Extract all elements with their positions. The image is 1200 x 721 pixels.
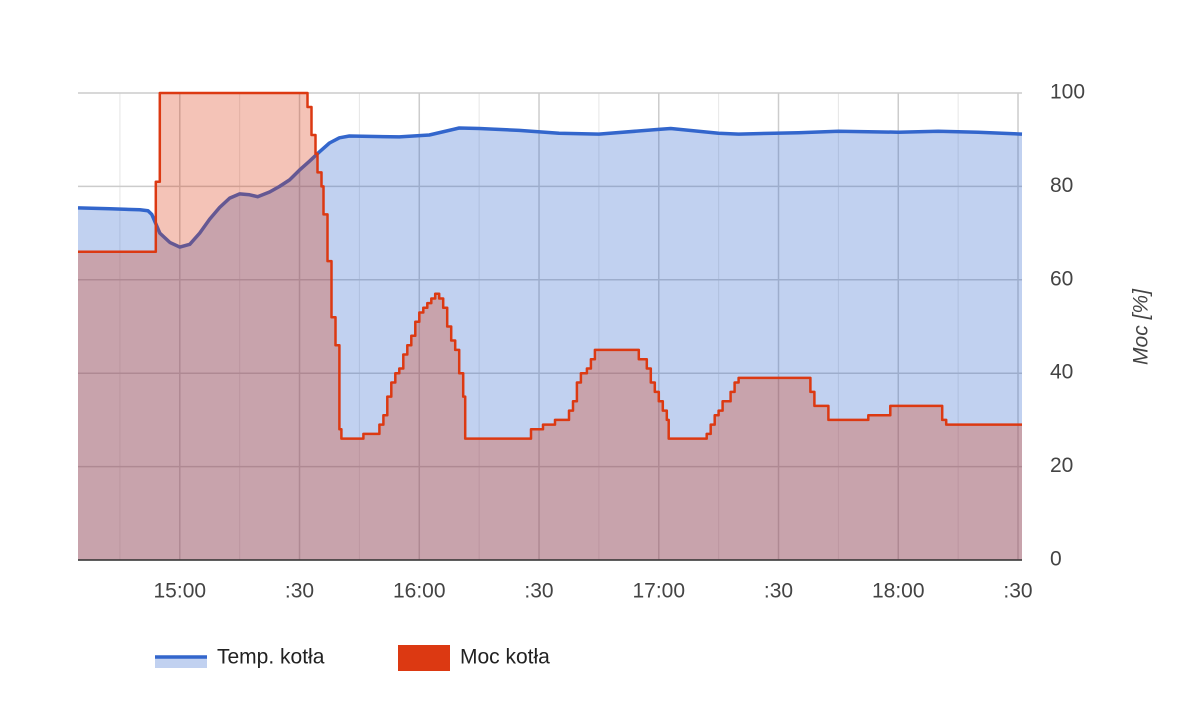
- x-tick-label: 18:00: [872, 580, 925, 603]
- x-tick-label: :30: [1003, 580, 1032, 603]
- x-tick-label: 16:00: [393, 580, 446, 603]
- y-axis-title: Moc [%]: [1130, 288, 1153, 365]
- x-tick-label: :30: [524, 580, 553, 603]
- x-tick-label: :30: [285, 580, 314, 603]
- y-tick-label: 0: [1050, 548, 1062, 571]
- y-tick-label: 80: [1050, 174, 1073, 197]
- series-line: [78, 91, 1022, 440]
- y-tick-label: 100: [1050, 81, 1085, 104]
- legend-swatch: [398, 645, 450, 671]
- series-line: [77, 126, 1023, 249]
- legend-swatch: [155, 657, 207, 668]
- legend-label: Moc kotła: [460, 646, 550, 669]
- y-tick-label: 60: [1050, 267, 1073, 290]
- x-tick-label: 17:00: [632, 580, 685, 603]
- y-tick-label: 20: [1050, 454, 1073, 477]
- area-fill: [78, 93, 1022, 560]
- y-tick-label: 40: [1050, 361, 1073, 384]
- area-fill: [78, 128, 1022, 560]
- x-tick-label: :30: [764, 580, 793, 603]
- x-tick-label: 15:00: [154, 580, 207, 603]
- legend-label: Temp. kotła: [217, 646, 325, 669]
